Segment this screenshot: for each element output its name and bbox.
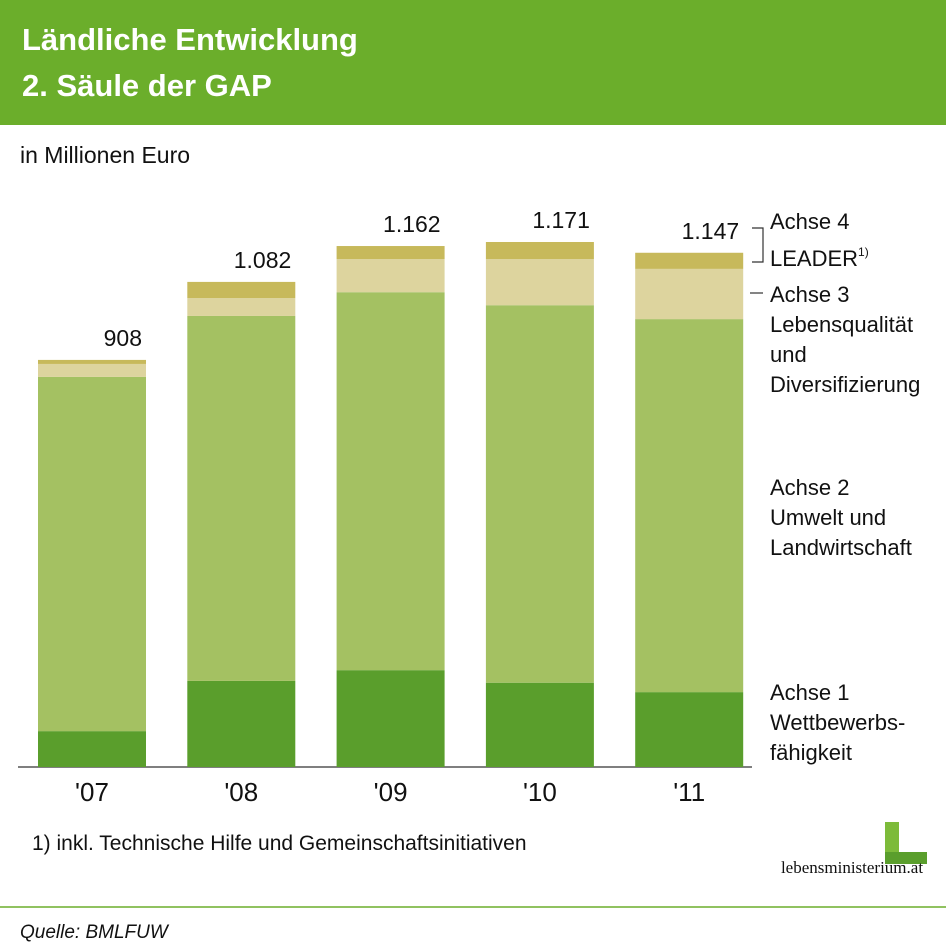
bar-segment bbox=[635, 268, 744, 320]
bar-segment bbox=[485, 305, 594, 683]
bar-segment bbox=[485, 259, 594, 306]
bar-segment bbox=[336, 670, 445, 767]
chart-title: Ländliche Entwicklung bbox=[22, 22, 358, 57]
legend-note: 1) bbox=[858, 245, 869, 259]
legend-entry: Achse 1 Wettbewerbs- fähigkeit bbox=[770, 678, 905, 768]
total-label: 1.147 bbox=[682, 218, 740, 244]
legend-label: Achse 3 Lebensqualität und Diversifizier… bbox=[770, 282, 921, 397]
logo-text: lebensministerium.at bbox=[781, 858, 923, 877]
x-tick-label: '10 bbox=[523, 777, 557, 807]
x-tick-label: '07 bbox=[75, 777, 109, 807]
legend-entry: Achse 4 LEADER1) bbox=[770, 207, 869, 274]
x-tick-label: '08 bbox=[224, 777, 258, 807]
total-label: 1.171 bbox=[532, 207, 590, 233]
bar-segment bbox=[187, 315, 296, 681]
total-label: 908 bbox=[104, 325, 142, 351]
legend-entry: Achse 3 Lebensqualität und Diversifizier… bbox=[770, 280, 920, 400]
bar-segment bbox=[485, 242, 594, 260]
logo-icon bbox=[885, 852, 927, 864]
legend-bracket bbox=[752, 227, 764, 263]
bar-segment bbox=[485, 682, 594, 767]
legend-label: Achse 4 LEADER bbox=[770, 209, 859, 271]
bar-segment bbox=[336, 246, 445, 260]
bar-segment bbox=[336, 259, 445, 293]
bar-segment bbox=[336, 292, 445, 671]
bar-segment bbox=[635, 692, 744, 767]
bar-segment bbox=[38, 376, 146, 732]
total-label: 1.082 bbox=[234, 247, 292, 273]
subtitle: in Millionen Euro bbox=[20, 142, 191, 168]
bar-segment bbox=[635, 319, 744, 693]
bar-segment bbox=[38, 363, 146, 377]
bar-segment bbox=[187, 298, 296, 316]
logo-icon bbox=[885, 822, 899, 856]
x-tick-label: '09 bbox=[374, 777, 408, 807]
bar-segment bbox=[38, 731, 146, 767]
source: Quelle: BMLFUW bbox=[20, 922, 170, 943]
bar-segment bbox=[38, 359, 146, 364]
x-tick-label: '11 bbox=[673, 777, 705, 807]
header: Ländliche Entwicklung 2. Säule der GAP bbox=[0, 0, 946, 125]
footnote: 1) inkl. Technische Hilfe und Gemeinscha… bbox=[32, 832, 527, 855]
bar-segment bbox=[187, 680, 296, 767]
legend-entry: Achse 2 Umwelt und Landwirtschaft bbox=[770, 473, 912, 563]
bar-segment bbox=[187, 281, 296, 299]
legend-label: Achse 2 Umwelt und Landwirtschaft bbox=[770, 475, 912, 560]
total-label: 1.162 bbox=[383, 211, 441, 237]
bar-segment bbox=[635, 252, 744, 269]
legend-label: Achse 1 Wettbewerbs- fähigkeit bbox=[770, 680, 906, 765]
chart-title: 2. Säule der GAP bbox=[22, 68, 272, 103]
